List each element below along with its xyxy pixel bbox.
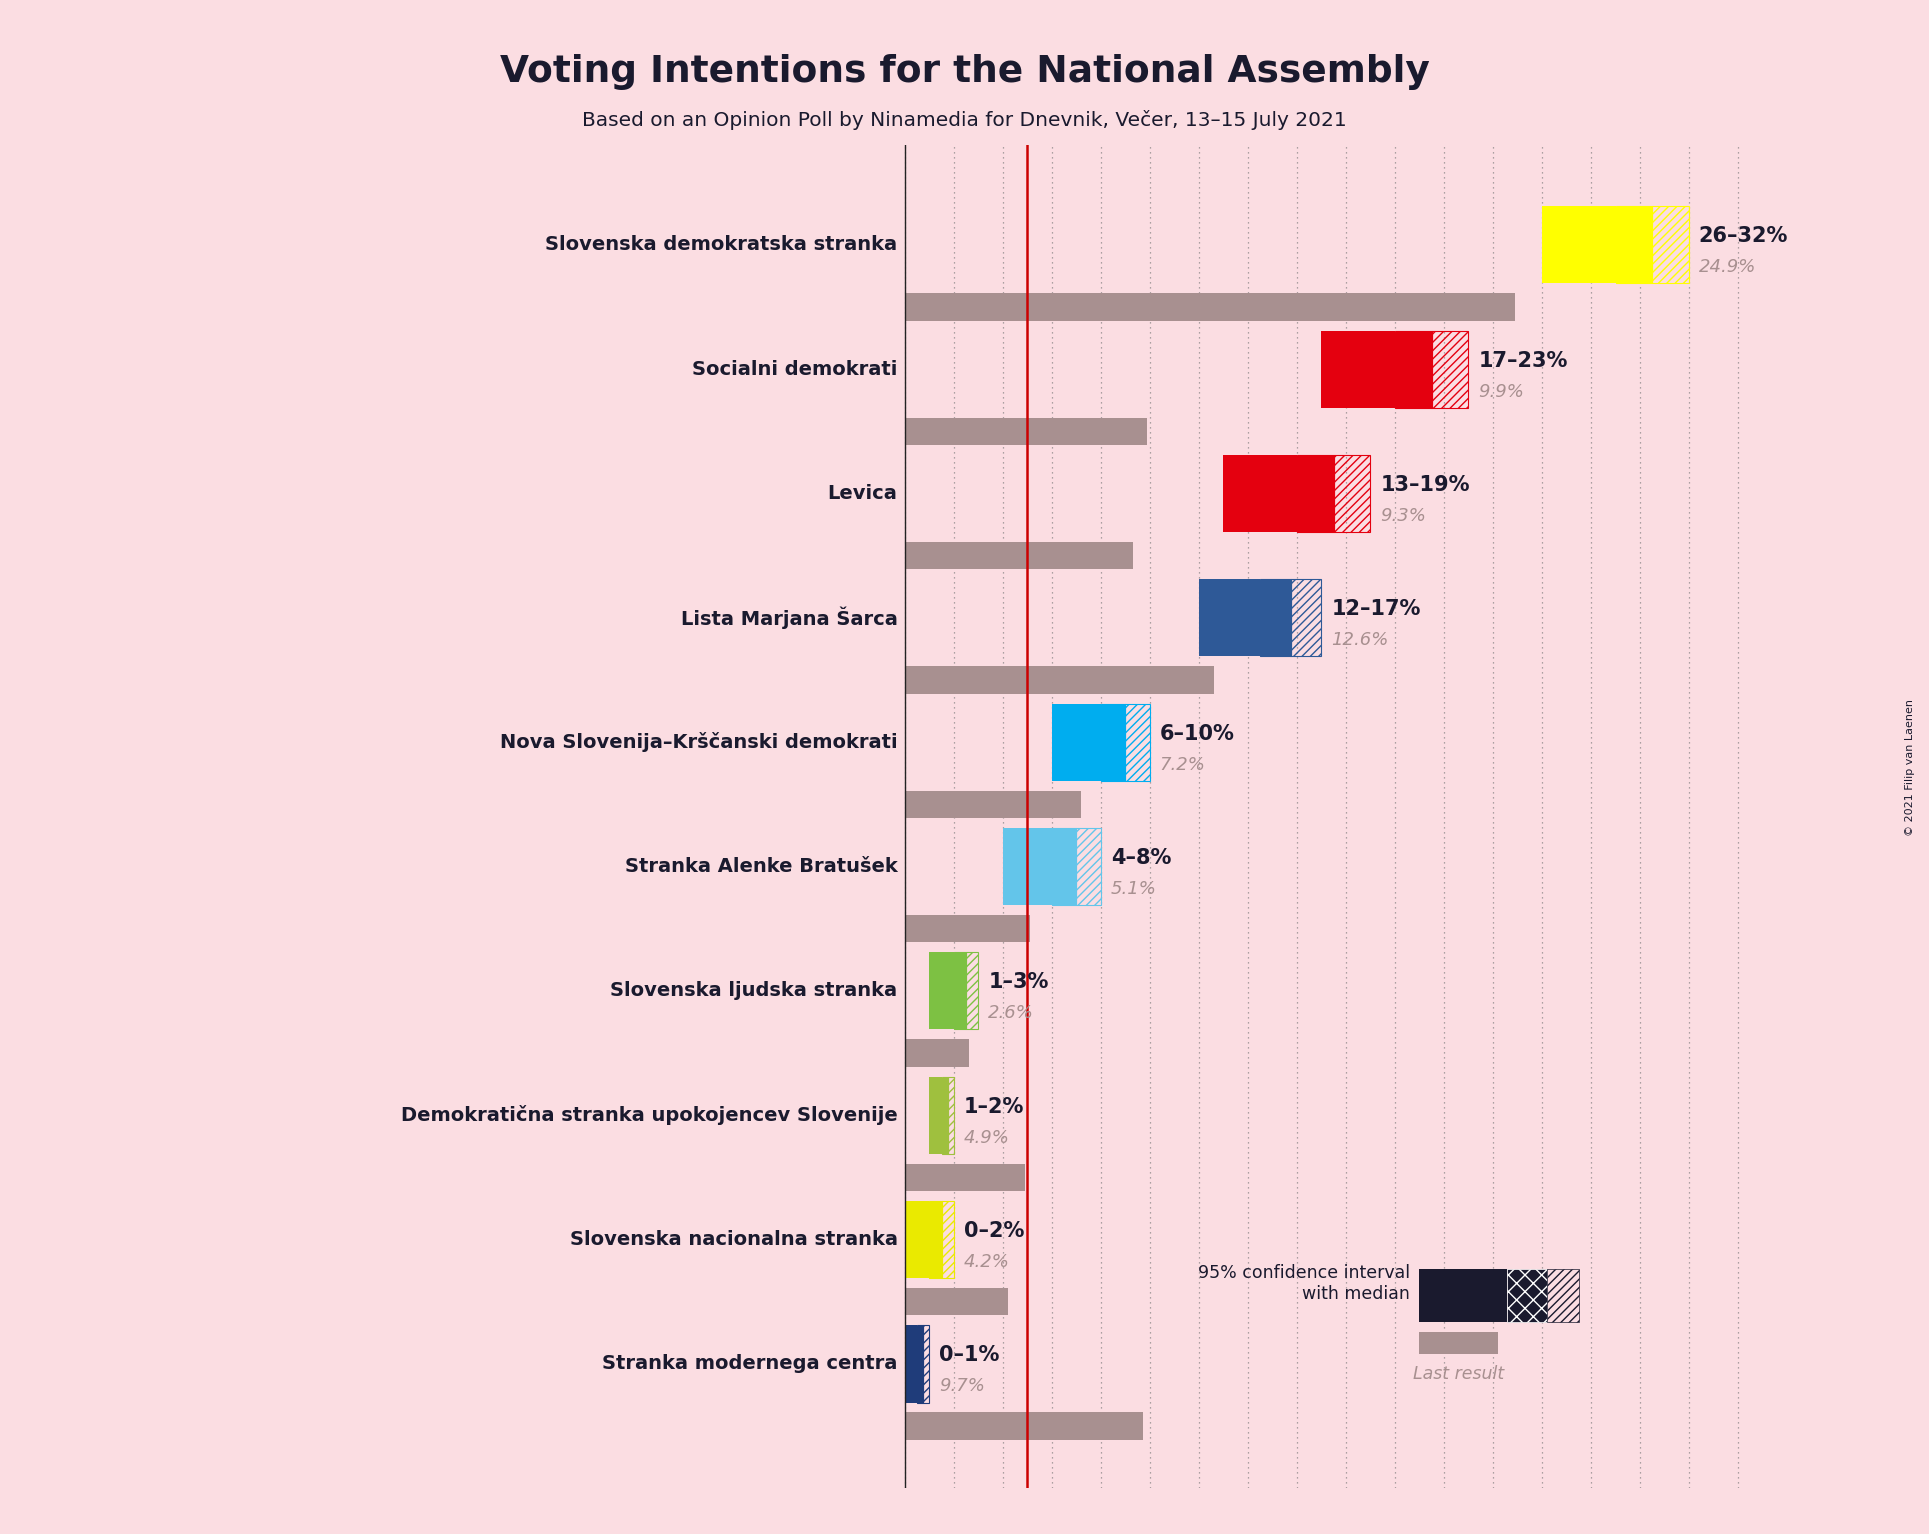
Text: 0–1%: 0–1%: [939, 1345, 999, 1365]
Bar: [905, 666, 1213, 693]
Bar: [905, 1164, 1024, 1190]
Bar: [905, 542, 1132, 569]
Bar: [1051, 828, 1076, 905]
Text: 12–17%: 12–17%: [1331, 600, 1420, 620]
Text: 9.3%: 9.3%: [1381, 506, 1426, 525]
Bar: [1051, 704, 1101, 781]
Bar: [1420, 1270, 1507, 1322]
Bar: [930, 953, 955, 1029]
Bar: [905, 916, 1030, 942]
Bar: [905, 1289, 1007, 1316]
Bar: [1653, 206, 1690, 284]
Bar: [1333, 456, 1370, 532]
Text: Voting Intentions for the National Assembly: Voting Intentions for the National Assem…: [500, 54, 1429, 89]
Bar: [905, 790, 1082, 818]
Bar: [1200, 580, 1260, 657]
Bar: [905, 1040, 968, 1066]
Bar: [1541, 206, 1615, 284]
Text: 24.9%: 24.9%: [1699, 258, 1755, 276]
Text: 0–2%: 0–2%: [964, 1221, 1024, 1241]
Bar: [941, 1077, 947, 1154]
Text: © 2021 Filip van Laenen: © 2021 Filip van Laenen: [1906, 698, 1915, 836]
Text: Slovenska nacionalna stranka: Slovenska nacionalna stranka: [569, 1230, 897, 1249]
Text: Slovenska ljudska stranka: Slovenska ljudska stranka: [610, 982, 897, 1000]
Text: 1–3%: 1–3%: [988, 973, 1049, 992]
Text: Last result: Last result: [1414, 1365, 1505, 1384]
Text: 5.1%: 5.1%: [1111, 881, 1157, 897]
Bar: [1125, 704, 1150, 781]
Bar: [1395, 331, 1431, 408]
Text: Levica: Levica: [828, 485, 897, 503]
Text: 12.6%: 12.6%: [1331, 632, 1389, 649]
Text: Slovenska demokratska stranka: Slovenska demokratska stranka: [546, 235, 897, 255]
Text: Demokratična stranka upokojencev Slovenije: Demokratična stranka upokojencev Sloveni…: [401, 1106, 897, 1126]
Text: Lista Marjana Šarca: Lista Marjana Šarca: [681, 606, 897, 629]
Text: 13–19%: 13–19%: [1381, 476, 1470, 495]
Bar: [1291, 580, 1321, 657]
Bar: [905, 417, 1148, 445]
Bar: [916, 1325, 924, 1402]
Bar: [930, 1201, 941, 1278]
Bar: [947, 1077, 955, 1154]
Bar: [1547, 1270, 1578, 1322]
Bar: [941, 1201, 955, 1278]
Text: Stranka Alenke Bratušek: Stranka Alenke Bratušek: [625, 858, 897, 876]
Text: 1–2%: 1–2%: [964, 1097, 1024, 1117]
Bar: [1296, 456, 1333, 532]
Text: Stranka modernega centra: Stranka modernega centra: [602, 1355, 897, 1373]
Bar: [905, 1325, 916, 1402]
Text: Socialni demokrati: Socialni demokrati: [693, 359, 897, 379]
Bar: [930, 1077, 941, 1154]
Bar: [1260, 580, 1291, 657]
Text: 4–8%: 4–8%: [1111, 848, 1171, 868]
Text: 4.9%: 4.9%: [964, 1129, 1009, 1147]
Bar: [1615, 206, 1653, 284]
Text: 9.7%: 9.7%: [939, 1378, 986, 1396]
Text: 7.2%: 7.2%: [1159, 756, 1206, 773]
Bar: [1101, 704, 1125, 781]
Text: 9.9%: 9.9%: [1478, 382, 1524, 400]
Bar: [905, 293, 1514, 321]
Bar: [1420, 1332, 1499, 1355]
Bar: [924, 1325, 930, 1402]
Bar: [966, 953, 978, 1029]
Text: 95% confidence interval
with median: 95% confidence interval with median: [1198, 1264, 1410, 1302]
Bar: [1507, 1270, 1547, 1322]
Bar: [1003, 828, 1051, 905]
Bar: [905, 1413, 1142, 1440]
Bar: [1431, 331, 1468, 408]
Text: Based on an Opinion Poll by Ninamedia for Dnevnik, Večer, 13–15 July 2021: Based on an Opinion Poll by Ninamedia fo…: [583, 110, 1346, 130]
Text: Nova Slovenija–Krščanski demokrati: Nova Slovenija–Krščanski demokrati: [500, 732, 897, 752]
Bar: [1076, 828, 1101, 905]
Bar: [1321, 331, 1395, 408]
Text: 26–32%: 26–32%: [1699, 225, 1788, 245]
Bar: [1223, 456, 1296, 532]
Bar: [955, 953, 966, 1029]
Text: 4.2%: 4.2%: [964, 1253, 1009, 1272]
Bar: [905, 1201, 930, 1278]
Text: 6–10%: 6–10%: [1159, 724, 1235, 744]
Text: 17–23%: 17–23%: [1478, 350, 1568, 371]
Text: 2.6%: 2.6%: [988, 1005, 1034, 1022]
